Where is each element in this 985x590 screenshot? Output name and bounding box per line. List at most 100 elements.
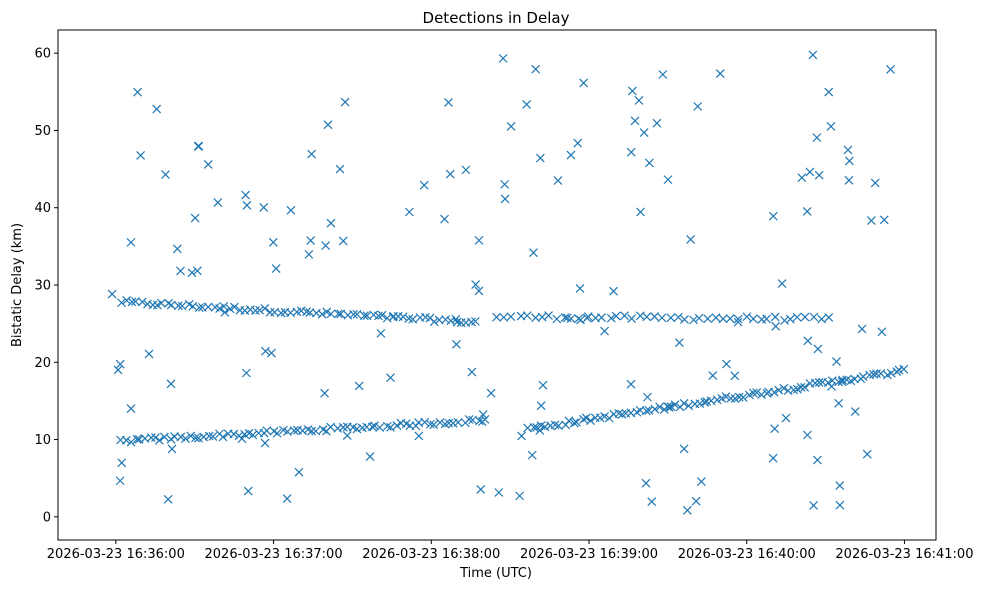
data-point xyxy=(517,431,527,441)
data-point xyxy=(650,312,659,321)
data-point xyxy=(137,297,147,307)
data-point xyxy=(757,390,766,400)
data-point xyxy=(606,313,616,323)
data-point xyxy=(540,422,550,432)
data-point xyxy=(809,312,819,322)
data-point xyxy=(203,302,213,312)
data-point xyxy=(785,314,795,324)
data-point xyxy=(294,467,304,477)
data-point xyxy=(470,316,480,326)
data-point xyxy=(827,382,836,391)
data-point xyxy=(522,311,532,321)
data-point xyxy=(429,317,439,327)
data-point xyxy=(663,175,673,185)
data-point xyxy=(554,421,563,431)
data-point xyxy=(636,207,645,217)
data-point xyxy=(803,430,812,440)
data-point xyxy=(336,309,346,319)
data-point xyxy=(506,312,516,322)
data-point xyxy=(634,96,644,105)
data-point xyxy=(187,268,197,278)
y-axis-ticks: 0 10 20 30 40 50 60 xyxy=(34,47,58,525)
data-point xyxy=(374,311,383,321)
data-point xyxy=(600,412,609,421)
data-point xyxy=(354,381,364,391)
data-point xyxy=(338,236,348,246)
data-point xyxy=(445,169,455,179)
data-point xyxy=(538,380,548,390)
data-point xyxy=(824,313,834,322)
axes-frame xyxy=(57,29,937,541)
data-point xyxy=(536,401,546,411)
data-point xyxy=(693,101,703,111)
data-point xyxy=(333,309,343,319)
y-tick-label: 50 xyxy=(34,124,51,139)
data-point xyxy=(769,387,779,397)
data-point xyxy=(370,421,379,431)
data-point xyxy=(708,371,718,380)
data-point xyxy=(192,266,202,276)
data-point xyxy=(474,235,484,245)
data-point xyxy=(255,305,265,315)
data-point xyxy=(172,244,182,254)
data-point xyxy=(151,433,160,443)
data-point xyxy=(718,314,728,324)
data-point xyxy=(866,216,876,225)
data-point xyxy=(620,311,629,321)
data-point xyxy=(237,434,247,444)
data-point xyxy=(566,150,576,160)
data-point xyxy=(748,314,758,324)
data-point xyxy=(832,357,841,366)
data-point xyxy=(553,176,563,186)
data-point xyxy=(333,423,343,433)
data-point xyxy=(647,497,657,507)
data-point xyxy=(770,312,780,322)
data-point xyxy=(474,286,484,296)
data-point xyxy=(527,450,537,460)
data-point xyxy=(494,488,504,497)
data-point xyxy=(322,307,332,317)
data-point xyxy=(122,295,132,305)
data-point xyxy=(377,310,387,320)
data-point xyxy=(609,286,618,296)
data-point xyxy=(857,324,867,334)
data-point xyxy=(805,167,815,177)
data-point xyxy=(544,311,553,320)
y-tick-label: 40 xyxy=(34,201,51,216)
data-point xyxy=(441,315,450,325)
data-point xyxy=(722,359,731,369)
data-point xyxy=(582,313,592,323)
data-point xyxy=(730,371,740,381)
data-point xyxy=(248,430,258,440)
data-point xyxy=(121,435,131,445)
data-point xyxy=(626,379,636,389)
data-point xyxy=(166,379,176,389)
data-point xyxy=(386,373,395,383)
data-point xyxy=(529,423,539,432)
data-point xyxy=(260,304,270,313)
data-point xyxy=(550,420,560,430)
data-point xyxy=(569,418,579,428)
data-point xyxy=(531,64,541,74)
data-point xyxy=(375,423,385,432)
data-point xyxy=(694,313,704,323)
data-point xyxy=(630,116,640,126)
data-point xyxy=(480,414,490,424)
data-point xyxy=(837,377,847,387)
data-point xyxy=(444,98,453,107)
data-point xyxy=(186,431,196,441)
data-point xyxy=(307,149,316,159)
data-point xyxy=(311,426,321,436)
data-point xyxy=(190,213,200,223)
data-point xyxy=(529,248,538,258)
data-point xyxy=(376,328,386,338)
data-point xyxy=(814,378,824,387)
data-point xyxy=(367,422,377,432)
x-axis-ticks: 2026-03-23 16:36:00 2026-03-23 16:37:00 20… xyxy=(47,540,973,562)
data-point xyxy=(388,312,398,322)
chart-title: Detections in Delay xyxy=(423,9,570,27)
data-point xyxy=(476,485,486,494)
data-point xyxy=(164,298,173,308)
data-point xyxy=(304,249,314,259)
data-point xyxy=(642,312,652,322)
